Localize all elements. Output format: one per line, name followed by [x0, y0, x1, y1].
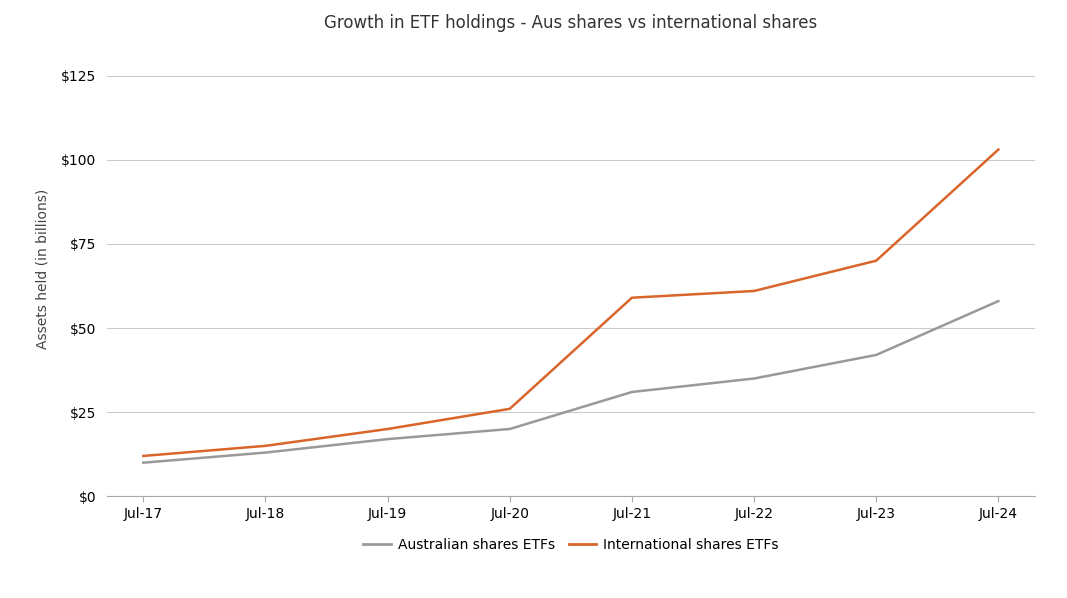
- Line: Australian shares ETFs: Australian shares ETFs: [143, 301, 999, 463]
- Australian shares ETFs: [137, 459, 149, 466]
- Line: International shares ETFs: International shares ETFs: [143, 150, 999, 456]
- International shares ETFs: [748, 288, 761, 295]
- Australian shares ETFs: [504, 425, 516, 432]
- Australian shares ETFs: [381, 435, 394, 443]
- Australian shares ETFs: [259, 449, 272, 456]
- Australian shares ETFs: [992, 297, 1005, 304]
- Y-axis label: Assets held (in billions): Assets held (in billions): [36, 189, 50, 349]
- International shares ETFs: [259, 443, 272, 450]
- Australian shares ETFs: [625, 388, 638, 395]
- International shares ETFs: [504, 405, 516, 413]
- International shares ETFs: [992, 146, 1005, 153]
- Title: Growth in ETF holdings - Aus shares vs international shares: Growth in ETF holdings - Aus shares vs i…: [324, 14, 817, 32]
- International shares ETFs: [137, 452, 149, 459]
- Australian shares ETFs: [748, 375, 761, 382]
- Legend: Australian shares ETFs, International shares ETFs: Australian shares ETFs, International sh…: [357, 532, 784, 557]
- Australian shares ETFs: [870, 352, 882, 359]
- International shares ETFs: [381, 425, 394, 432]
- International shares ETFs: [625, 294, 638, 301]
- International shares ETFs: [870, 257, 882, 264]
